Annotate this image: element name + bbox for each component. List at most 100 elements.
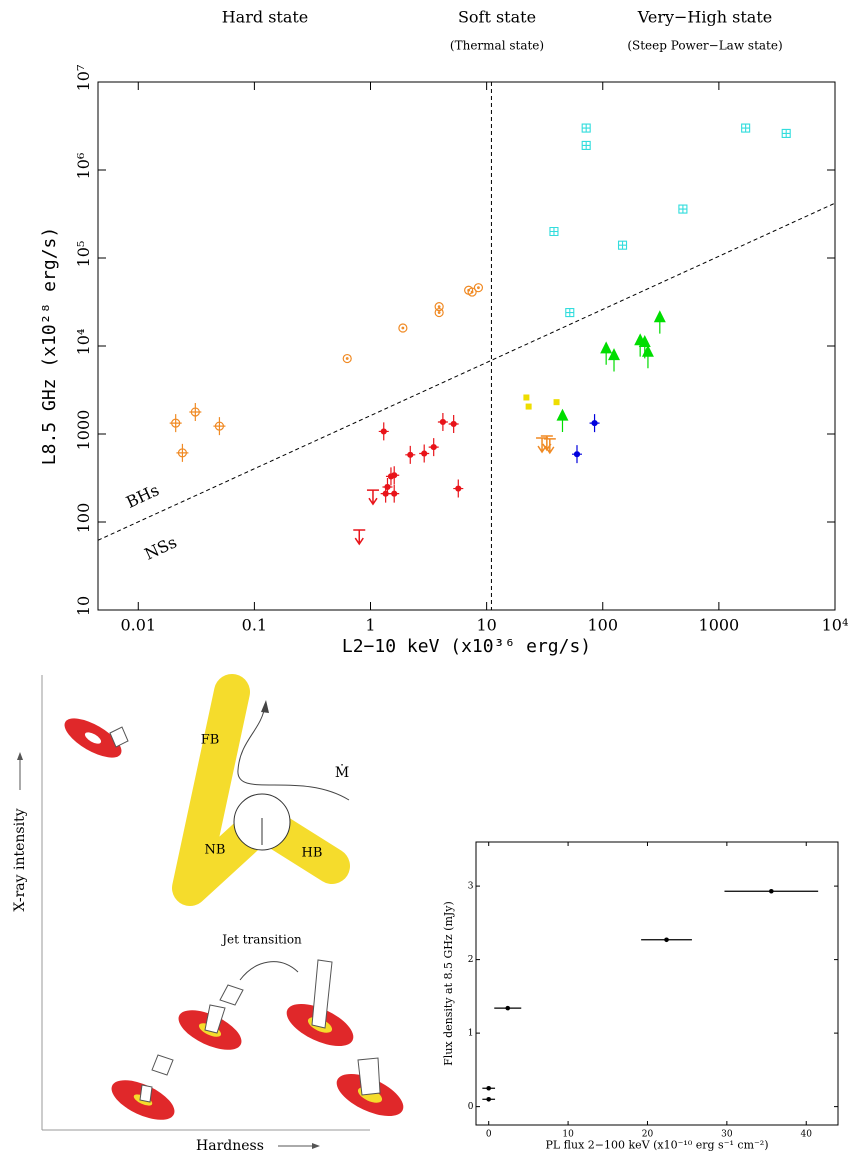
data-point — [581, 140, 591, 151]
y-axis-label: L8.5 GHz (x10²⁸ erg/s) — [39, 227, 60, 465]
y-tick-label: 10⁵ — [74, 241, 93, 268]
arrow — [239, 961, 299, 981]
data-point — [398, 323, 408, 333]
diagram-y-label: X-ray intensity — [12, 808, 28, 911]
data-point — [486, 1096, 492, 1102]
data-point — [553, 399, 560, 406]
data-point — [589, 414, 600, 433]
state-label: Soft state — [458, 8, 536, 27]
arrow — [17, 752, 23, 760]
data-point — [781, 128, 791, 139]
z-track — [172, 674, 350, 906]
mdot-label: Ṁ — [335, 763, 349, 781]
data-point — [448, 414, 459, 433]
x-tick-label: 1 — [365, 616, 375, 635]
data-point — [556, 408, 569, 433]
arrow — [312, 1143, 320, 1149]
data-point — [437, 412, 448, 431]
jet-icon — [357, 1057, 381, 1096]
data-point — [366, 489, 379, 506]
x-tick-label: 10 — [476, 616, 496, 635]
y-axis-label: Flux density at 8.5 GHz (mJy) — [442, 901, 455, 1066]
data-point — [428, 438, 439, 457]
data-point — [741, 123, 751, 133]
data-point — [419, 444, 430, 463]
annotation: NSs — [142, 532, 180, 563]
y-tick-label: 100 — [74, 503, 93, 534]
data-point — [653, 310, 666, 334]
data-point — [389, 466, 400, 485]
y-tick-label: 1000 — [74, 410, 93, 451]
jet-icon — [109, 726, 129, 748]
data-point — [380, 484, 391, 503]
data-point — [486, 1085, 492, 1091]
y-tick-label: 2 — [468, 955, 474, 965]
data-point — [505, 1005, 511, 1011]
data-point — [473, 283, 484, 293]
data-point — [617, 240, 628, 250]
x-axis-label: L2−10 keV (x10³⁶ erg/s) — [342, 636, 591, 657]
annotation: BHs — [123, 480, 162, 512]
state-label: Very−High state — [637, 8, 772, 27]
data-point — [169, 414, 182, 433]
state-label: (Steep Power−Law state) — [627, 39, 782, 53]
data-point — [664, 937, 669, 943]
data-point — [571, 445, 582, 464]
x-tick-label: 40 — [801, 1130, 813, 1140]
jet-label: Jet transition — [220, 933, 302, 947]
data-point — [549, 226, 559, 237]
y-tick-label: 10⁴ — [74, 329, 93, 356]
data-point — [581, 123, 591, 133]
x-tick-label: 0.1 — [242, 616, 267, 635]
plot-frame — [475, 841, 839, 1126]
data-point — [405, 445, 416, 464]
x-tick-label: 20 — [642, 1130, 654, 1140]
data-point — [434, 307, 444, 318]
data-point — [641, 344, 654, 369]
jet-icon — [139, 1084, 153, 1103]
data-point — [342, 353, 352, 364]
state-label: Hard state — [222, 8, 309, 27]
data-point — [213, 417, 226, 436]
data-point — [189, 402, 202, 421]
x-tick-label: 1000 — [699, 616, 740, 635]
data-point — [453, 479, 464, 498]
y-tick-label: 3 — [468, 882, 474, 892]
data-point — [678, 204, 688, 214]
data-point — [378, 422, 389, 441]
data-point — [600, 341, 613, 365]
diagram-x-label: Hardness — [196, 1138, 264, 1154]
reference-line — [97, 202, 836, 541]
disk — [64, 718, 122, 758]
jet-icon — [204, 1004, 226, 1034]
data-point — [353, 529, 366, 546]
data-point — [523, 394, 530, 401]
arrow — [261, 700, 269, 713]
data-point — [467, 287, 477, 297]
data-point — [608, 348, 620, 372]
x-tick-label: 0.01 — [120, 616, 156, 635]
plot-frame — [97, 81, 836, 611]
y-tick-label: 10 — [74, 596, 93, 616]
accretion-path — [237, 704, 350, 801]
y-tick-label: 1 — [468, 1029, 474, 1039]
data-point — [769, 888, 774, 894]
data-point — [389, 484, 400, 503]
data-point — [525, 403, 532, 410]
x-tick-label: 0 — [486, 1130, 492, 1140]
x-tick-label: 10⁴ — [822, 616, 849, 635]
x-axis-label: PL flux 2−100 keV (x10⁻¹⁰ erg s⁻¹ cm⁻²) — [545, 1139, 768, 1152]
jet-icon — [151, 1054, 174, 1076]
y-tick-label: 0 — [468, 1102, 474, 1112]
jet-icon — [311, 959, 333, 1029]
x-tick-label: 100 — [587, 616, 618, 635]
data-point — [543, 438, 556, 455]
x-tick-label: 30 — [721, 1130, 733, 1140]
state-label: (Thermal state) — [450, 39, 544, 53]
y-tick-label: 10⁶ — [74, 153, 93, 180]
branch-label: NB — [205, 843, 226, 858]
data-point — [176, 443, 189, 462]
z-track-diagram: X-ray intensity Hardness FB NB HB Ṁ Jet … — [12, 674, 404, 1154]
x-tick-label: 10 — [562, 1130, 574, 1140]
